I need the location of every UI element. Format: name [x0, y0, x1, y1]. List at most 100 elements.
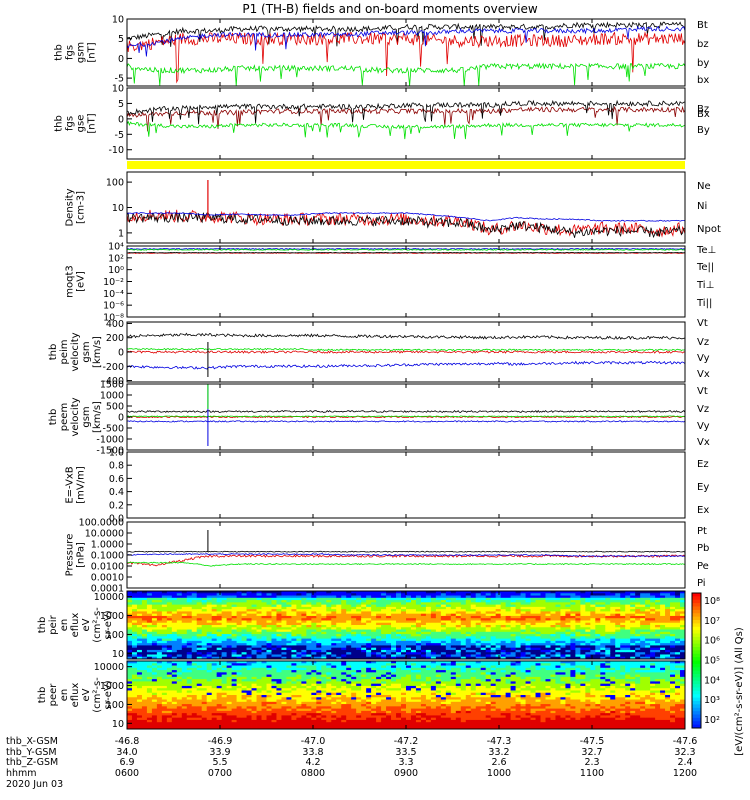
- spectrogram-cell: [356, 656, 362, 660]
- spectrogram-cell: [381, 647, 387, 651]
- spectrogram-cell: [356, 600, 362, 603]
- spectrogram-cell: [256, 656, 262, 660]
- spectrogram-cell: [515, 591, 521, 594]
- spectrogram-cell: [655, 591, 661, 594]
- spectrogram-cell: [127, 591, 133, 594]
- spectrogram-cell: [650, 602, 656, 605]
- spectrogram-cell: [560, 625, 566, 628]
- spectrogram-cell: [386, 611, 392, 615]
- spectrogram-cell: [251, 649, 257, 653]
- spectrogram-cell: [680, 622, 686, 626]
- spectrogram-cell: [231, 690, 238, 694]
- spectrogram-cell: [246, 600, 252, 603]
- spectrogram-cell: [381, 622, 387, 626]
- spectrogram-cell: [376, 640, 382, 644]
- spectrogram-cell: [316, 670, 322, 673]
- spectrogram-cell: [286, 661, 292, 664]
- spectrogram-cell: [251, 647, 257, 651]
- spectrogram-cell: [585, 609, 591, 612]
- spectrogram-cell: [341, 597, 347, 601]
- spectrogram-cell: [226, 685, 233, 689]
- spectrogram-cell: [231, 618, 238, 621]
- spectrogram-cell: [216, 600, 223, 603]
- spectrogram-cell: [291, 679, 297, 682]
- spectrogram-cell: [515, 640, 521, 644]
- spectrogram-cell: [585, 640, 591, 644]
- spectrogram-cell: [490, 652, 497, 655]
- spectrogram-cell: [645, 615, 651, 619]
- spectrogram-cell: [261, 602, 267, 605]
- spectrogram-cell: [346, 604, 352, 608]
- spectrogram-cell: [151, 724, 158, 728]
- spectrogram-cell: [650, 597, 656, 601]
- spectrogram-cell: [386, 636, 392, 639]
- spectrogram-cell: [316, 701, 322, 705]
- spectrogram-cell: [196, 593, 203, 596]
- spectrogram-cell: [610, 636, 616, 639]
- spectrogram-cell: [660, 591, 666, 594]
- spectrogram-cell: [420, 595, 427, 599]
- spectrogram-cell: [221, 676, 228, 680]
- spectrogram-cell: [216, 656, 223, 660]
- spectrogram-cell: [281, 713, 287, 716]
- spectrogram-cell: [196, 609, 203, 612]
- spectrogram-cell: [291, 649, 297, 653]
- spectrogram-cell: [520, 627, 526, 630]
- spectrogram-cell: [326, 719, 332, 723]
- spectrogram-cell: [391, 625, 397, 628]
- spectrogram-cell: [520, 606, 526, 610]
- spectrogram-cell: [296, 688, 302, 691]
- spectrogram-cell: [206, 670, 213, 673]
- spectrogram-cell: [211, 627, 218, 630]
- spectrogram-cell: [256, 715, 262, 719]
- spectrogram-cell: [211, 710, 218, 714]
- spectrogram-cell: [545, 638, 551, 642]
- spectrogram-cell: [585, 649, 591, 653]
- spectrogram-cell: [156, 717, 163, 721]
- spectrogram-cell: [680, 604, 686, 608]
- spectrogram-cell: [381, 609, 387, 612]
- legend-entry: Ni: [697, 201, 707, 212]
- spectrogram-cell: [181, 724, 188, 728]
- spectrogram-cell: [625, 591, 631, 594]
- y-tick-label: 1.0: [109, 448, 124, 459]
- spectrogram-cell: [286, 649, 292, 653]
- spectrogram-cell: [271, 613, 277, 617]
- spectrogram-cell: [311, 708, 317, 712]
- spectrogram-cell: [166, 647, 173, 651]
- spectrogram-cell: [595, 615, 601, 619]
- spectrogram-cell: [465, 618, 472, 621]
- spectrogram-cell: [216, 602, 223, 605]
- spectrogram-cell: [510, 613, 516, 617]
- spectrogram-cell: [296, 665, 302, 669]
- spectrogram-cell: [346, 609, 352, 612]
- spectrogram-cell: [655, 604, 661, 608]
- spectrogram-cell: [226, 627, 233, 630]
- spectrogram-cell: [226, 615, 233, 619]
- spectrogram-cell: [565, 622, 571, 626]
- spectrogram-cell: [635, 591, 641, 594]
- spectrogram-cell: [206, 631, 213, 635]
- spectrogram-cell: [241, 670, 247, 673]
- spectrogram-cell: [660, 595, 666, 599]
- spectrogram-cell: [236, 615, 242, 619]
- spectrogram-cell: [435, 597, 442, 601]
- spectrogram-cell: [391, 606, 397, 610]
- spectrogram-cell: [171, 717, 178, 721]
- spectrogram-cell: [406, 609, 412, 612]
- spectrogram-cell: [166, 652, 173, 655]
- spectrogram-cell: [216, 643, 223, 646]
- spectrogram-cell: [415, 613, 422, 617]
- spectrogram-cell: [625, 656, 631, 660]
- spectrogram-cell: [131, 634, 138, 637]
- spectrogram-cell: [490, 629, 497, 633]
- spectrogram-cell: [336, 640, 342, 644]
- spectrogram-cell: [615, 615, 621, 619]
- spectrogram-cell: [141, 699, 148, 703]
- spectrogram-cell: [256, 697, 262, 700]
- spectrogram-cell: [321, 625, 327, 628]
- spectrogram-cell: [186, 629, 193, 633]
- spectrogram-cell: [161, 640, 168, 644]
- spectrogram-cell: [376, 645, 382, 649]
- spectrogram-cell: [610, 627, 616, 630]
